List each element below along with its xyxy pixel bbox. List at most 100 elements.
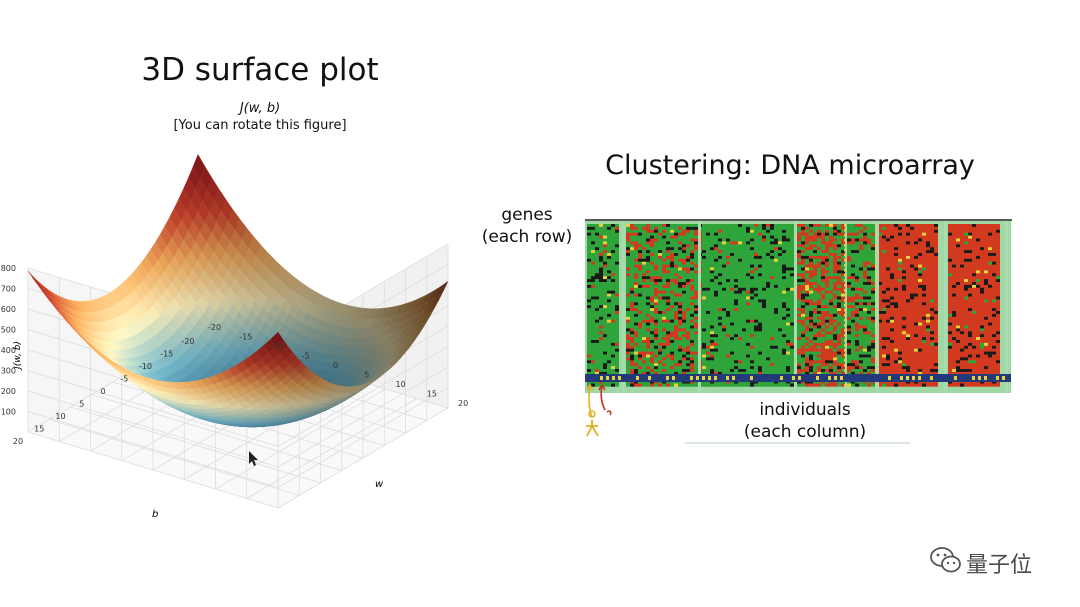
heatmap-cell xyxy=(797,311,801,315)
heatmap-cell xyxy=(674,325,678,329)
heatmap-cell xyxy=(638,337,642,341)
heatmap-cell xyxy=(734,232,738,236)
heatmap-cell xyxy=(813,311,817,315)
heatmap-cell xyxy=(658,282,662,286)
heatmap-cell xyxy=(742,345,746,349)
heatmap-cell xyxy=(654,311,658,315)
heatmap-cell xyxy=(682,371,686,376)
heatmap-cell xyxy=(750,284,754,289)
heatmap-cell xyxy=(702,290,706,294)
heatmap-cell xyxy=(670,273,674,277)
heatmap-cell xyxy=(774,299,778,303)
heatmap-cell xyxy=(642,316,646,320)
heatmap-cell xyxy=(801,258,805,262)
heatmap-cell xyxy=(654,313,658,318)
heatmap-cell xyxy=(634,299,638,303)
heatmap-cell xyxy=(642,313,646,318)
heatmap-cell xyxy=(817,363,821,367)
z-tick-label: 100 xyxy=(1,408,16,417)
heatmap-cell xyxy=(809,313,813,318)
heatmap-cell xyxy=(754,270,758,274)
heatmap-cell xyxy=(662,328,666,332)
heatmap-cell xyxy=(750,340,754,344)
heatmap-cell xyxy=(797,247,801,251)
heatmap-cell xyxy=(694,360,698,364)
heatmap-cell xyxy=(786,250,790,254)
heatmap-cell xyxy=(829,258,833,262)
heatmap-cell xyxy=(694,316,698,320)
heatmap-cell xyxy=(770,226,774,231)
heatmap-cell xyxy=(674,337,678,341)
heatmap-cell xyxy=(833,369,837,373)
heatmap-cell xyxy=(726,264,730,268)
surface-plot-3d[interactable]: 100200300400500600700800-20-15-10-505101… xyxy=(0,130,520,550)
heatmap-cell xyxy=(782,334,786,338)
heatmap-cell xyxy=(603,366,607,370)
heatmap-cell xyxy=(766,366,770,370)
heatmap-cell xyxy=(611,363,615,367)
heatmap-cell xyxy=(662,316,666,320)
heatmap-cell xyxy=(758,311,762,315)
heatmap-cell xyxy=(722,363,726,367)
heatmap-cell xyxy=(801,290,805,294)
heatmap-cell xyxy=(825,290,829,294)
heatmap-cell xyxy=(690,380,694,384)
heatmap-cell xyxy=(654,264,658,268)
heatmap-cell xyxy=(591,334,595,338)
heatmap-cell xyxy=(690,311,694,315)
heatmap-cell xyxy=(615,319,619,323)
heatmap-cell xyxy=(658,247,662,251)
heatmap-cell xyxy=(801,348,805,352)
heatmap-cell xyxy=(615,305,619,309)
heatmap-cell xyxy=(678,261,682,265)
heatmap-cell xyxy=(603,287,607,291)
heatmap-cell xyxy=(734,316,738,320)
heatmap-cell xyxy=(642,229,646,233)
heatmap-cell xyxy=(626,296,630,300)
tick-labels: 100200300400500600700800-20-15-10-505101… xyxy=(1,264,468,446)
heatmap-cell xyxy=(790,290,794,294)
heatmap-cell xyxy=(718,253,722,257)
heatmap-cell xyxy=(690,293,694,297)
heatmap-cell xyxy=(829,345,833,349)
heatmap-cell xyxy=(646,308,650,312)
heatmap-cell xyxy=(603,284,607,289)
heatmap-cell xyxy=(786,279,790,283)
heatmap-cell xyxy=(722,284,726,289)
heatmap-cell xyxy=(786,357,790,361)
heatmap-cell xyxy=(837,319,841,323)
heatmap-cell xyxy=(642,357,646,361)
heatmap-cell xyxy=(770,299,774,303)
heatmap-cell xyxy=(746,224,750,228)
heatmap-cell xyxy=(706,369,710,373)
heatmap-cell xyxy=(730,334,734,338)
heatmap-cell xyxy=(634,334,638,338)
heatmap-cell xyxy=(587,270,591,274)
heatmap-cell xyxy=(646,293,650,297)
heatmap-cell xyxy=(595,276,599,280)
heatmap-cell xyxy=(758,331,762,335)
heatmap-cell xyxy=(726,238,730,242)
heatmap-cell xyxy=(615,383,619,387)
heatmap-cell xyxy=(801,284,805,289)
heatmap-cell xyxy=(718,244,722,248)
heatmap-cell xyxy=(603,270,607,274)
heatmap-cell xyxy=(607,366,611,370)
heatmap-cell xyxy=(821,340,825,344)
heatmap-cell xyxy=(642,238,646,242)
heatmap-cell xyxy=(786,226,790,231)
heatmap-cell xyxy=(821,250,825,254)
heatmap-cell xyxy=(722,369,726,373)
heatmap-cell xyxy=(595,247,599,251)
heatmap-cell xyxy=(615,357,619,361)
heatmap-cell xyxy=(778,235,782,239)
heatmap-cell xyxy=(662,290,666,294)
heatmap-cell xyxy=(770,244,774,248)
heatmap-cell xyxy=(642,342,646,347)
heatmap-cell xyxy=(825,282,829,286)
heatmap-cell xyxy=(718,337,722,341)
heatmap-cell xyxy=(833,351,837,355)
heatmap-cell xyxy=(634,345,638,349)
heatmap-cell xyxy=(742,363,746,367)
heatmap-cell xyxy=(611,264,615,268)
